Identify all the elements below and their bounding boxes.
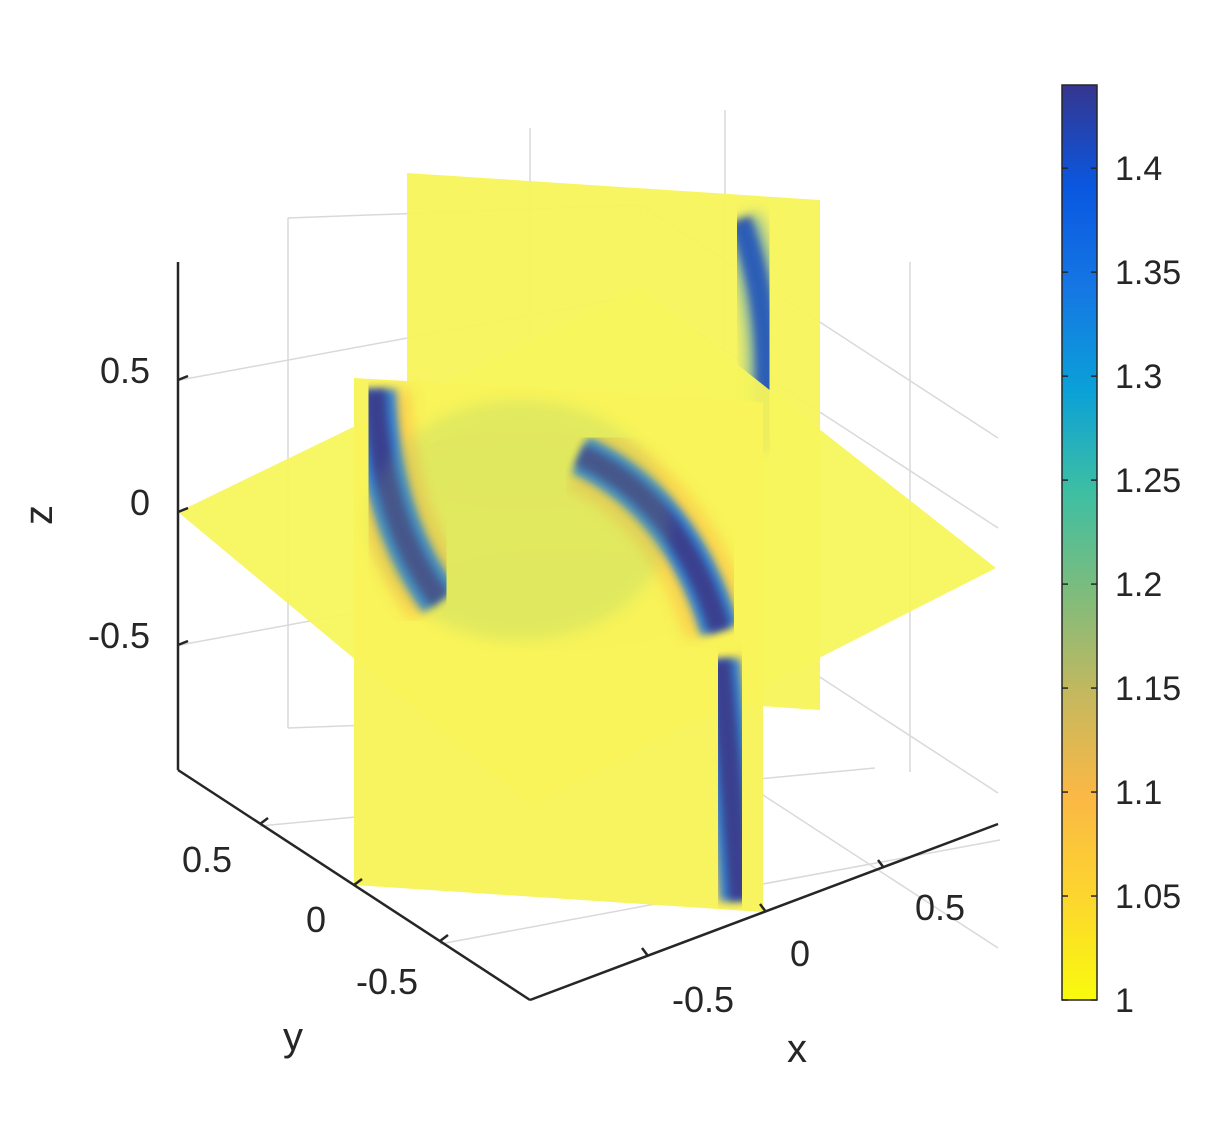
y-axis-label: y — [283, 1015, 303, 1059]
colorbar-tick-label: 1.35 — [1115, 254, 1181, 292]
z-tick-0: 0.5 — [100, 350, 150, 391]
colorbar-tick-label: 1.15 — [1115, 670, 1181, 708]
colorbar-tick-label: 1.1 — [1115, 774, 1162, 812]
colorbar-tick-label: 1.3 — [1115, 358, 1162, 396]
colorbar-tick-label: 1 — [1115, 982, 1134, 1020]
colorbar-fill — [1061, 84, 1098, 1001]
z-axis-label: z — [17, 505, 61, 525]
z-tick-2: -0.5 — [88, 615, 150, 656]
colorbar-tick-label: 1.25 — [1115, 462, 1181, 500]
y-tick-1: 0 — [306, 899, 326, 940]
slice-y0 — [340, 378, 775, 912]
colorbar-ticks: 1 1.05 1.1 1.15 1.2 1.25 1.3 1.35 1.4 — [1062, 150, 1181, 1020]
colorbar-tick-label: 1.4 — [1115, 150, 1162, 188]
colorbar: 1 1.05 1.1 1.15 1.2 1.25 1.3 1.35 1.4 — [1061, 84, 1181, 1020]
y-tick-0: 0.5 — [182, 839, 232, 880]
axis-ticks — [177, 374, 885, 957]
colorbar-tick-label: 1.2 — [1115, 566, 1162, 604]
y-tick-2: -0.5 — [356, 961, 418, 1002]
x-tick-1: 0 — [790, 933, 810, 974]
x-axis-label: x — [787, 1027, 807, 1071]
x-axis-line — [529, 822, 999, 1002]
x-tick-2: 0.5 — [915, 887, 965, 928]
z-tick-1: 0 — [130, 482, 150, 523]
x-tick-0: -0.5 — [672, 979, 734, 1020]
colorbar-tick-label: 1.05 — [1115, 878, 1181, 916]
